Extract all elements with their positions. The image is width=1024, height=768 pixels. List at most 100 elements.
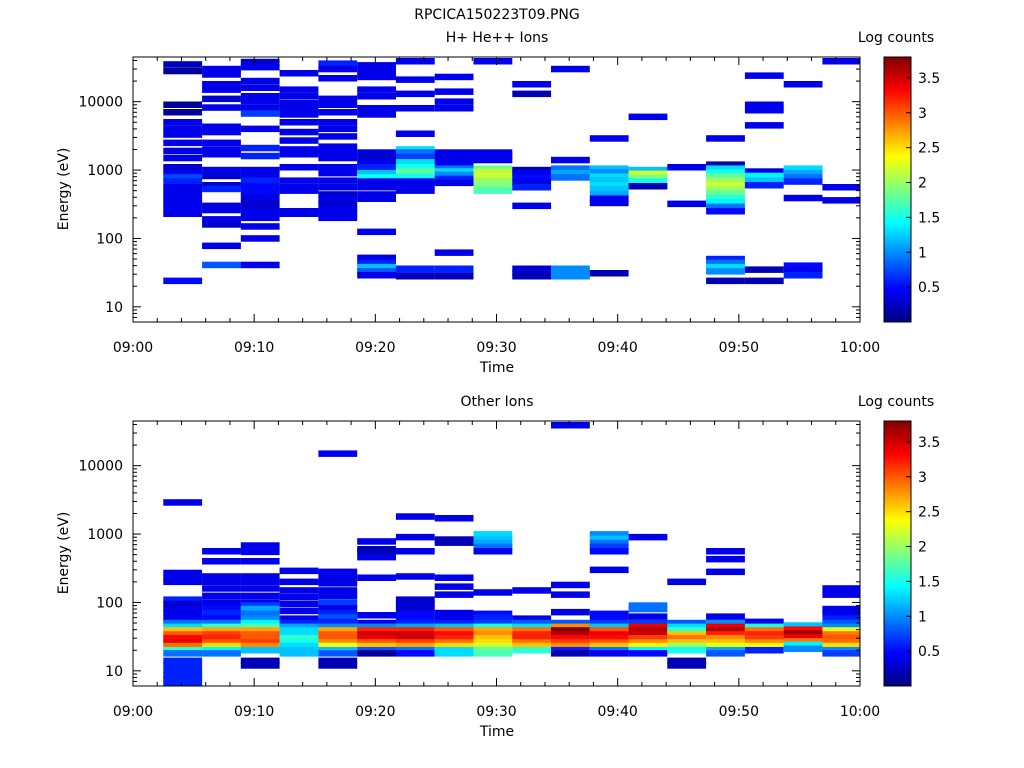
heatmap-cell xyxy=(240,573,280,580)
heatmap-cell xyxy=(744,635,784,642)
heatmap-cell xyxy=(279,86,319,93)
heatmap-cell xyxy=(395,650,435,657)
heatmap-cell xyxy=(628,631,668,638)
colorbar-tick-label: 1 xyxy=(918,609,927,625)
heatmap-cell xyxy=(279,607,319,615)
heatmap-cell xyxy=(706,165,745,172)
heatmap-cell xyxy=(163,642,203,650)
heatmap-cell xyxy=(473,172,513,180)
heatmap-cell xyxy=(512,639,552,646)
heatmap-cell xyxy=(551,591,590,598)
heatmap-cell xyxy=(473,639,513,646)
heatmap-cell xyxy=(551,422,590,429)
heatmap-cell xyxy=(318,210,358,217)
heatmap-cell xyxy=(279,187,319,194)
heatmap-cell xyxy=(163,210,203,217)
x-tick-label: 09:50 xyxy=(719,340,759,356)
heatmap-cell xyxy=(163,147,203,155)
heatmap-cell xyxy=(202,65,241,73)
heatmap-cell xyxy=(318,623,358,631)
heatmap-cell xyxy=(589,639,629,646)
heatmap-cell xyxy=(202,104,241,111)
heatmap-cell xyxy=(628,623,668,631)
heatmap-cell xyxy=(473,589,513,596)
heatmap-cell xyxy=(822,639,860,646)
heatmap-cell xyxy=(279,128,319,136)
heatmap-cell xyxy=(202,128,241,136)
heatmap-cell xyxy=(202,615,241,622)
heatmap-cell xyxy=(202,599,241,606)
heatmap-cell xyxy=(318,169,358,177)
heatmap-cell xyxy=(512,631,552,638)
heatmap-cell xyxy=(744,639,784,646)
heatmap-cell xyxy=(163,178,203,185)
heatmap-cell xyxy=(318,125,358,133)
heatmap-cell xyxy=(395,182,435,189)
heatmap-cell xyxy=(434,179,474,187)
heatmap-cell xyxy=(279,619,319,627)
heatmap-cell xyxy=(512,273,552,280)
axes: 09:00 09:10 09:20 09:30 09:40 09:50 10:00 10 100… xyxy=(78,56,880,356)
heatmap-cell xyxy=(357,612,396,619)
heatmap-cell xyxy=(628,605,668,613)
heatmap-cell xyxy=(202,650,241,657)
heatmap-cell xyxy=(706,190,745,197)
heatmap-cell xyxy=(357,152,396,160)
heatmap-cell xyxy=(706,161,745,168)
heatmap-cell xyxy=(395,130,435,137)
heatmap-cell xyxy=(706,169,745,176)
heatmap-cell xyxy=(240,58,280,66)
heatmap-cell xyxy=(589,539,629,547)
heatmap-cell xyxy=(202,71,241,78)
heatmap-cell xyxy=(783,194,823,202)
y-tick-label: 100 xyxy=(96,231,123,247)
heatmap-cell xyxy=(202,592,241,600)
heatmap-cell xyxy=(279,600,319,608)
heatmap-cell xyxy=(395,605,435,612)
heatmap-cell xyxy=(434,171,474,179)
heatmap-cell xyxy=(434,639,474,646)
heatmap-cell xyxy=(628,166,668,174)
heatmap-cell xyxy=(240,105,280,112)
heatmap-cell xyxy=(318,200,358,208)
heatmap-cell xyxy=(473,642,513,650)
heatmap-cell xyxy=(512,202,552,210)
heatmap-cell xyxy=(744,623,784,631)
heatmap-cell xyxy=(551,165,590,172)
heatmap-cell xyxy=(202,635,241,642)
heatmap-cell xyxy=(473,610,513,618)
heatmap-cell xyxy=(202,221,241,228)
heatmap-cell xyxy=(783,262,823,269)
heatmap-cell xyxy=(434,149,474,156)
heatmap-cell xyxy=(279,99,319,107)
y-tick-label: 1000 xyxy=(87,163,123,179)
heatmap-cell xyxy=(357,574,396,581)
heatmap-cell xyxy=(357,619,396,627)
heatmap-cell xyxy=(551,627,590,634)
heatmap-cell xyxy=(628,113,668,121)
colorbar-tick-label: 1 xyxy=(918,245,927,261)
heatmap-cell xyxy=(395,76,435,83)
heatmap-cell xyxy=(202,578,241,586)
heatmap-cell xyxy=(318,592,358,600)
heatmap-cell xyxy=(822,605,860,613)
heatmap-cell xyxy=(744,101,784,108)
heatmap-cell xyxy=(357,191,396,198)
heatmap-cell xyxy=(473,635,513,642)
heatmap-cell xyxy=(628,602,668,609)
heatmap-cell xyxy=(473,539,513,547)
heatmap-cell xyxy=(318,143,358,150)
heatmap-cell xyxy=(744,627,784,634)
heatmap-cell xyxy=(318,133,358,140)
heatmap-cell xyxy=(434,249,474,256)
heatmap-cell xyxy=(163,277,203,285)
heatmap-cell xyxy=(744,277,784,285)
heatmap-cell xyxy=(706,639,745,646)
y-tick-label: 10 xyxy=(105,300,123,316)
heatmap-cell xyxy=(473,627,513,634)
heatmap-cell xyxy=(318,609,358,617)
heatmap-cell xyxy=(318,574,358,581)
heatmap-cell xyxy=(473,623,513,631)
colorbar-tick-label: 2 xyxy=(918,176,927,192)
heatmap-cell xyxy=(783,267,823,274)
